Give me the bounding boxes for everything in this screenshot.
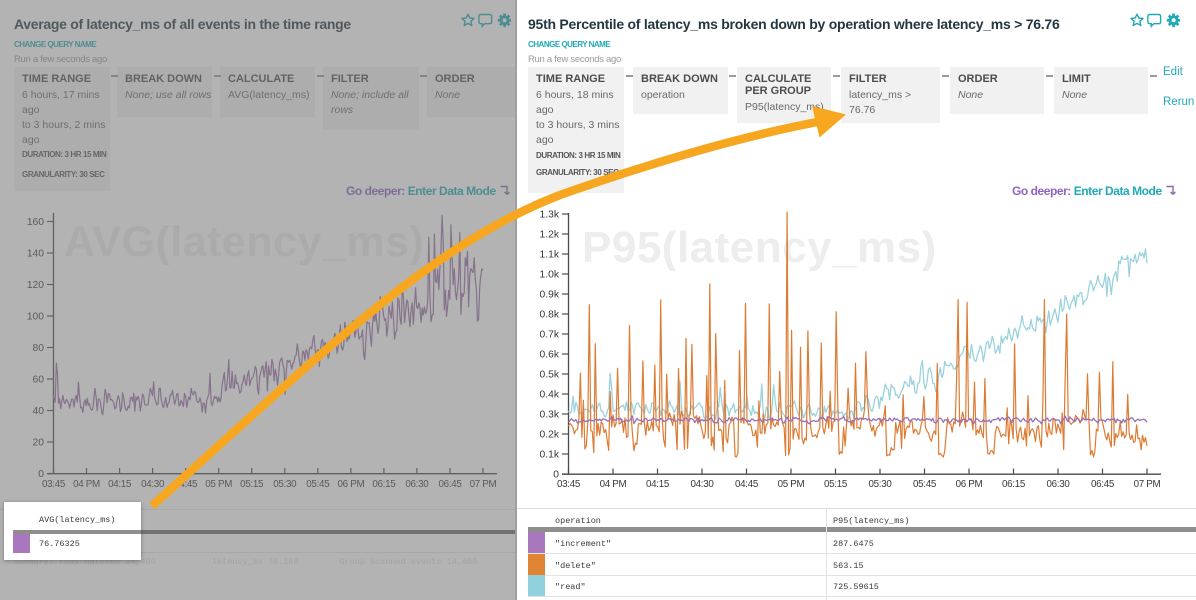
- svg-text:0.9k: 0.9k: [540, 290, 560, 301]
- svg-text:04:30: 04:30: [690, 479, 714, 490]
- svg-text:1.2k: 1.2k: [540, 230, 560, 241]
- svg-text:04:45: 04:45: [735, 479, 759, 490]
- svg-text:0.6k: 0.6k: [540, 350, 560, 361]
- svg-text:06:30: 06:30: [1046, 479, 1070, 490]
- svg-text:0.7k: 0.7k: [540, 330, 560, 341]
- svg-text:0.5k: 0.5k: [540, 370, 560, 381]
- svg-text:0.1k: 0.1k: [540, 450, 560, 461]
- svg-text:1.1k: 1.1k: [540, 250, 560, 261]
- svg-text:1.0k: 1.0k: [540, 270, 560, 281]
- svg-text:06 PM: 06 PM: [956, 479, 983, 490]
- svg-text:05:45: 05:45: [913, 479, 937, 490]
- svg-text:07 PM: 07 PM: [1134, 479, 1161, 490]
- svg-text:05:15: 05:15: [824, 479, 848, 490]
- svg-text:1.3k: 1.3k: [540, 210, 560, 221]
- svg-text:06:45: 06:45: [1091, 479, 1115, 490]
- svg-text:04 PM: 04 PM: [600, 479, 627, 490]
- svg-text:P95(latency_ms): P95(latency_ms): [582, 223, 937, 272]
- svg-text:0.8k: 0.8k: [540, 310, 560, 321]
- svg-text:05 PM: 05 PM: [778, 479, 805, 490]
- svg-text:05:30: 05:30: [868, 479, 892, 490]
- svg-text:0.3k: 0.3k: [540, 410, 560, 421]
- svg-text:06:15: 06:15: [1002, 479, 1026, 490]
- svg-text:03:45: 03:45: [557, 479, 581, 490]
- svg-text:0.4k: 0.4k: [540, 390, 560, 401]
- svg-text:04:15: 04:15: [646, 479, 670, 490]
- svg-text:0.2k: 0.2k: [540, 430, 560, 441]
